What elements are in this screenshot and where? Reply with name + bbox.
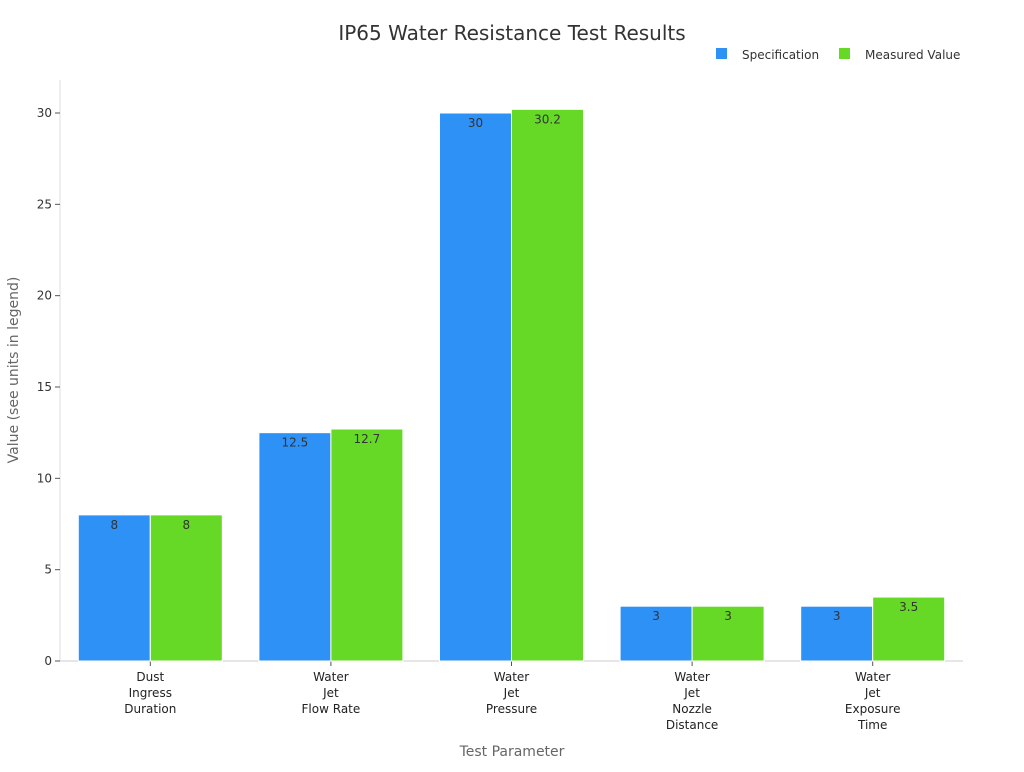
bar-value-label: 30 <box>468 116 483 130</box>
bar-specification <box>439 112 512 662</box>
y-tick-label: 5 <box>44 563 52 577</box>
y-tick-label: 15 <box>37 380 52 394</box>
x-tick-label: Dust Ingress Duration <box>124 670 176 716</box>
bar-specification <box>800 605 874 662</box>
bar-measured <box>330 428 404 662</box>
bar-value-label: 8 <box>182 518 190 532</box>
x-tick-label: Water Jet Exposure Time <box>845 670 901 732</box>
y-tick-label: 30 <box>37 106 52 120</box>
bar-measured <box>872 596 946 662</box>
bar-specification <box>258 432 332 662</box>
bar-specification <box>77 514 151 662</box>
bar-value-label: 30.2 <box>534 112 561 126</box>
bar-value-label: 3 <box>724 609 732 623</box>
bar-value-label: 12.7 <box>354 432 381 446</box>
legend-swatch-measured <box>839 48 850 59</box>
legend-label-specification: Specification <box>742 48 819 62</box>
bar-measured <box>511 108 584 662</box>
y-axis-label: Value (see units in legend) <box>6 277 22 464</box>
bar-value-label: 3 <box>652 609 660 623</box>
y-tick-label: 0 <box>44 654 52 668</box>
bar-value-label: 12.5 <box>282 436 309 450</box>
bar-value-label: 3.5 <box>899 600 918 614</box>
y-tick-label: 20 <box>37 289 52 303</box>
legend: Specification Measured Value <box>716 48 960 62</box>
legend-swatch-specification <box>716 48 727 59</box>
x-axis-label: Test Parameter <box>459 744 565 760</box>
x-tick-label: Water Jet Pressure <box>486 670 537 716</box>
x-tick-label: Water Jet Nozzle Distance <box>666 670 718 732</box>
bar-measured <box>691 605 765 662</box>
bar-value-label: 3 <box>833 609 841 623</box>
x-tick-label: Water Jet Flow Rate <box>302 670 361 716</box>
y-tick-label: 25 <box>37 197 52 211</box>
y-tick-label: 10 <box>37 471 52 485</box>
legend-label-measured: Measured Value <box>865 48 960 62</box>
bar-value-label: 8 <box>110 518 118 532</box>
chart-title: IP65 Water Resistance Test Results <box>338 21 685 45</box>
bar-measured <box>149 514 223 662</box>
